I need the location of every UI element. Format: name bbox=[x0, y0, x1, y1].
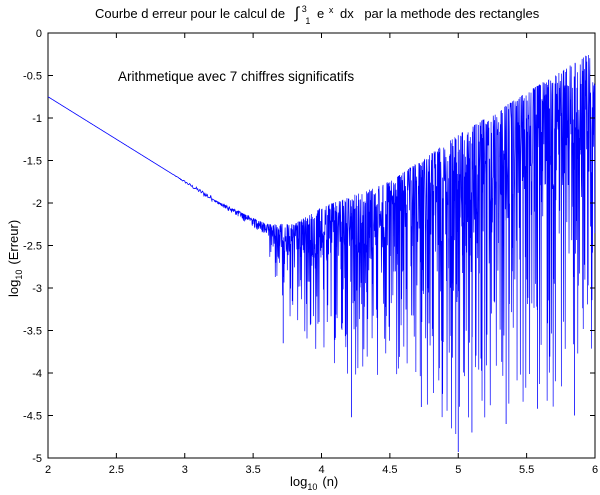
y-tick-label: 0 bbox=[36, 28, 42, 40]
x-tick-label: 5 bbox=[455, 464, 461, 476]
integral-differential: dx bbox=[340, 6, 354, 21]
x-axis: 2 2.5 3 3.5 4 4.5 5 5.5 6 bbox=[45, 33, 598, 476]
y-tick-label: -3 bbox=[32, 283, 42, 295]
error-noise-line bbox=[211, 54, 596, 434]
y-tick-label: -4.5 bbox=[23, 411, 42, 423]
y-tick-label: -2 bbox=[32, 198, 42, 210]
x-axis-label: log10 (n) bbox=[290, 474, 338, 492]
y-tick-label: -1 bbox=[32, 113, 42, 125]
x-tick-label: 2 bbox=[45, 464, 51, 476]
chart-annotation: Arithmetique avec 7 chiffres significati… bbox=[118, 69, 354, 84]
x-tick-label: 3 bbox=[182, 464, 188, 476]
x-tick-label: 6 bbox=[592, 464, 598, 476]
error-trend-line bbox=[47, 96, 213, 202]
integrand-exponent: x bbox=[329, 5, 334, 15]
plot-area bbox=[47, 54, 596, 453]
integral-lower-bound: 1 bbox=[305, 16, 310, 26]
y-tick-label: -1.5 bbox=[23, 156, 42, 168]
integrand-base: e bbox=[317, 6, 324, 21]
x-tick-label: 5.5 bbox=[519, 464, 534, 476]
x-tick-label: 4.5 bbox=[382, 464, 397, 476]
y-tick-label: -2.5 bbox=[23, 241, 42, 253]
x-tick-label: 4 bbox=[318, 464, 324, 476]
x-tick-label: 2.5 bbox=[109, 464, 124, 476]
y-tick-label: -4 bbox=[32, 368, 42, 380]
y-tick-label: -0.5 bbox=[23, 71, 42, 83]
y-axis-label: log10(Erreur) bbox=[6, 220, 24, 297]
chart-title: Courbe d erreur pour le calcul de ∫ 3 1 … bbox=[95, 0, 540, 27]
y-tick-label: -5 bbox=[32, 453, 42, 465]
integral-symbol: ∫ bbox=[294, 5, 301, 22]
y-tick-label: -3.5 bbox=[23, 326, 42, 338]
integral-upper-bound: 3 bbox=[302, 4, 307, 14]
x-tick-label: 3.5 bbox=[245, 464, 260, 476]
chart-title-prefix: Courbe d erreur pour le calcul de bbox=[95, 6, 285, 21]
y-axis: 0 -0.5 -1 -1.5 -2 -2.5 -3 -3.5 -4 -4.5 -5 bbox=[23, 28, 595, 465]
chart-title-suffix: par la methode des rectangles bbox=[364, 6, 539, 21]
